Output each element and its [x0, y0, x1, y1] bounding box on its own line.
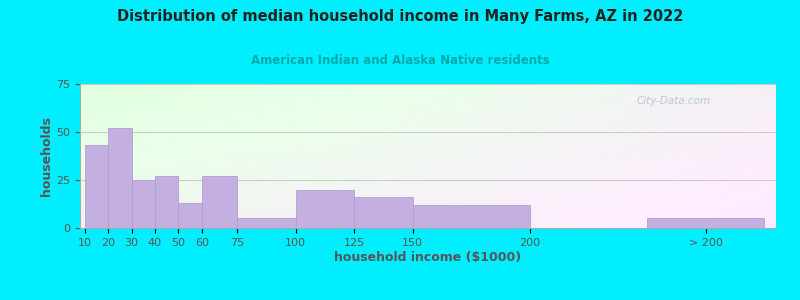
Bar — [155, 176, 178, 228]
Bar — [85, 146, 108, 228]
Y-axis label: households: households — [40, 116, 54, 196]
Text: Distribution of median household income in Many Farms, AZ in 2022: Distribution of median household income … — [117, 9, 683, 24]
Bar — [178, 203, 202, 228]
Bar — [237, 218, 295, 228]
Bar — [647, 218, 764, 228]
Bar — [202, 176, 237, 228]
X-axis label: household income ($1000): household income ($1000) — [334, 250, 522, 263]
Bar — [413, 205, 530, 228]
Bar — [295, 190, 354, 228]
Text: American Indian and Alaska Native residents: American Indian and Alaska Native reside… — [250, 54, 550, 67]
Bar — [131, 180, 155, 228]
Bar — [108, 128, 131, 228]
Text: City-Data.com: City-Data.com — [637, 95, 711, 106]
Bar — [354, 197, 413, 228]
